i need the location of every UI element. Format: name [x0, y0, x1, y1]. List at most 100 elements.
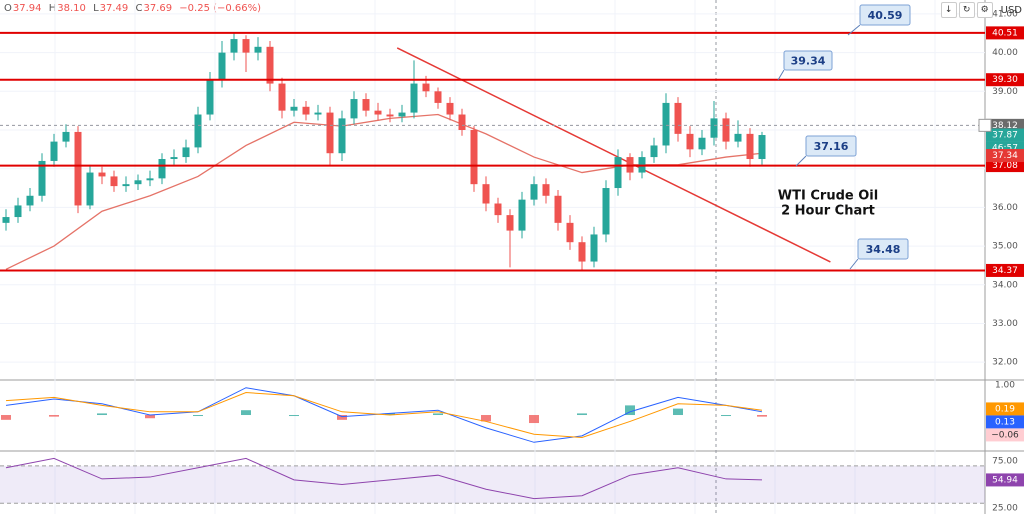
candle-body	[206, 79, 214, 115]
candle-body	[86, 172, 94, 206]
level-tag-box	[986, 159, 1024, 173]
histogram-bar	[97, 413, 107, 416]
candle-body	[710, 118, 718, 138]
candle-body	[734, 133, 742, 142]
candle-body	[362, 99, 370, 111]
candle-body	[242, 39, 250, 53]
callout-box	[783, 50, 833, 71]
ohlc-legend: O37.94 H38.10 L37.49 C37.69 −0.25 (−0.66…	[4, 3, 265, 14]
candle-body	[482, 184, 490, 204]
candle-body	[386, 114, 394, 117]
candle-body	[614, 157, 622, 189]
candle-body	[350, 99, 358, 119]
y-tick-label: 33.00	[992, 319, 1018, 329]
candle-body	[662, 102, 670, 146]
callout-label: 39.34	[791, 55, 826, 68]
candle-body	[686, 133, 694, 150]
y-tick-label: 35.00	[992, 242, 1018, 252]
legend-key: H	[48, 3, 57, 14]
candle-body	[62, 131, 70, 142]
candle-body	[374, 110, 382, 115]
indicator-tag: 0.19	[995, 404, 1015, 414]
callout-pointer	[795, 155, 807, 167]
callout-box	[859, 4, 911, 26]
rsi-band	[0, 465, 985, 504]
callout-pointer	[847, 24, 861, 36]
y-tick-label: 40.00	[992, 48, 1018, 58]
candle-body	[38, 160, 46, 196]
candle-body	[254, 46, 262, 53]
y-tick-label: 39.00	[992, 87, 1018, 97]
histogram-bar	[721, 415, 731, 417]
candle-body	[698, 137, 706, 150]
settings-button[interactable]: ⚙	[976, 2, 993, 18]
legend-value: 37.49	[99, 3, 129, 14]
candle-body	[14, 205, 22, 218]
candle-body	[410, 83, 418, 113]
histogram-bar	[385, 413, 395, 416]
candle-body	[722, 118, 730, 142]
candle-body	[326, 112, 334, 154]
candle-body	[278, 83, 286, 111]
y-tick-label: 75.00	[992, 457, 1018, 467]
y-tick-label: 25.00	[992, 503, 1018, 513]
histogram-bar	[193, 415, 203, 417]
candle-body	[218, 52, 226, 80]
indicator-tag: 0.13	[995, 417, 1015, 427]
candle-body	[602, 188, 610, 235]
countdown: 46:57	[992, 144, 1018, 154]
histogram-bar	[481, 415, 491, 422]
candle-body	[674, 102, 682, 134]
callout-label: 34.48	[866, 243, 901, 256]
price-tag-box	[986, 149, 1024, 163]
refresh-button[interactable]: ↻	[958, 2, 975, 18]
chart-subtitle: 2 Hour Chart	[781, 204, 875, 219]
candle-body	[182, 147, 190, 158]
candle-body	[530, 184, 538, 200]
callout-pointer	[849, 258, 859, 270]
candle-body	[134, 180, 142, 185]
candle-body	[110, 176, 118, 187]
candle-body	[122, 184, 130, 187]
indicator-tag-box	[986, 428, 1024, 442]
candle-body	[566, 222, 574, 243]
histogram-bar	[529, 415, 539, 424]
level-tag-box	[986, 73, 1024, 87]
y-tick-label: 41.00	[992, 9, 1018, 19]
legend-key: L	[93, 3, 99, 14]
candle-body	[578, 242, 586, 262]
histogram-bar	[337, 415, 347, 420]
histogram-bar	[433, 413, 443, 416]
candle-body	[230, 39, 238, 53]
callout-label: 37.16	[814, 140, 849, 153]
candle-body	[50, 141, 58, 161]
y-tick-label: 32.00	[992, 358, 1018, 368]
legend-change: −0.25 (−0.66%)	[179, 3, 262, 14]
rsi-line	[5, 457, 763, 500]
candle-body	[422, 83, 430, 92]
scroll-button[interactable]: ↓	[940, 2, 957, 18]
candle-body	[158, 159, 166, 179]
candle-body	[290, 106, 298, 111]
indicator-tag-box	[986, 415, 1024, 429]
macd-line	[5, 387, 763, 443]
signal-line	[5, 392, 763, 438]
callout-box	[857, 238, 909, 260]
histogram-bar	[49, 415, 59, 417]
trendline	[396, 47, 831, 263]
crosshair-button[interactable]	[978, 118, 992, 132]
callout-label: 40.59	[868, 9, 903, 22]
price-tag-box	[986, 128, 1024, 142]
candle-body	[746, 133, 754, 160]
legend-key: O	[4, 3, 12, 14]
histogram-bar	[289, 415, 299, 417]
currency: USD	[1000, 4, 1022, 16]
histogram-bar	[577, 413, 587, 416]
candle-body	[518, 199, 526, 231]
price-tag: 37.87	[992, 131, 1018, 141]
callout-box	[805, 135, 857, 157]
candle-body	[338, 118, 346, 154]
histogram-bar	[241, 410, 251, 416]
histogram-bar	[673, 408, 683, 416]
